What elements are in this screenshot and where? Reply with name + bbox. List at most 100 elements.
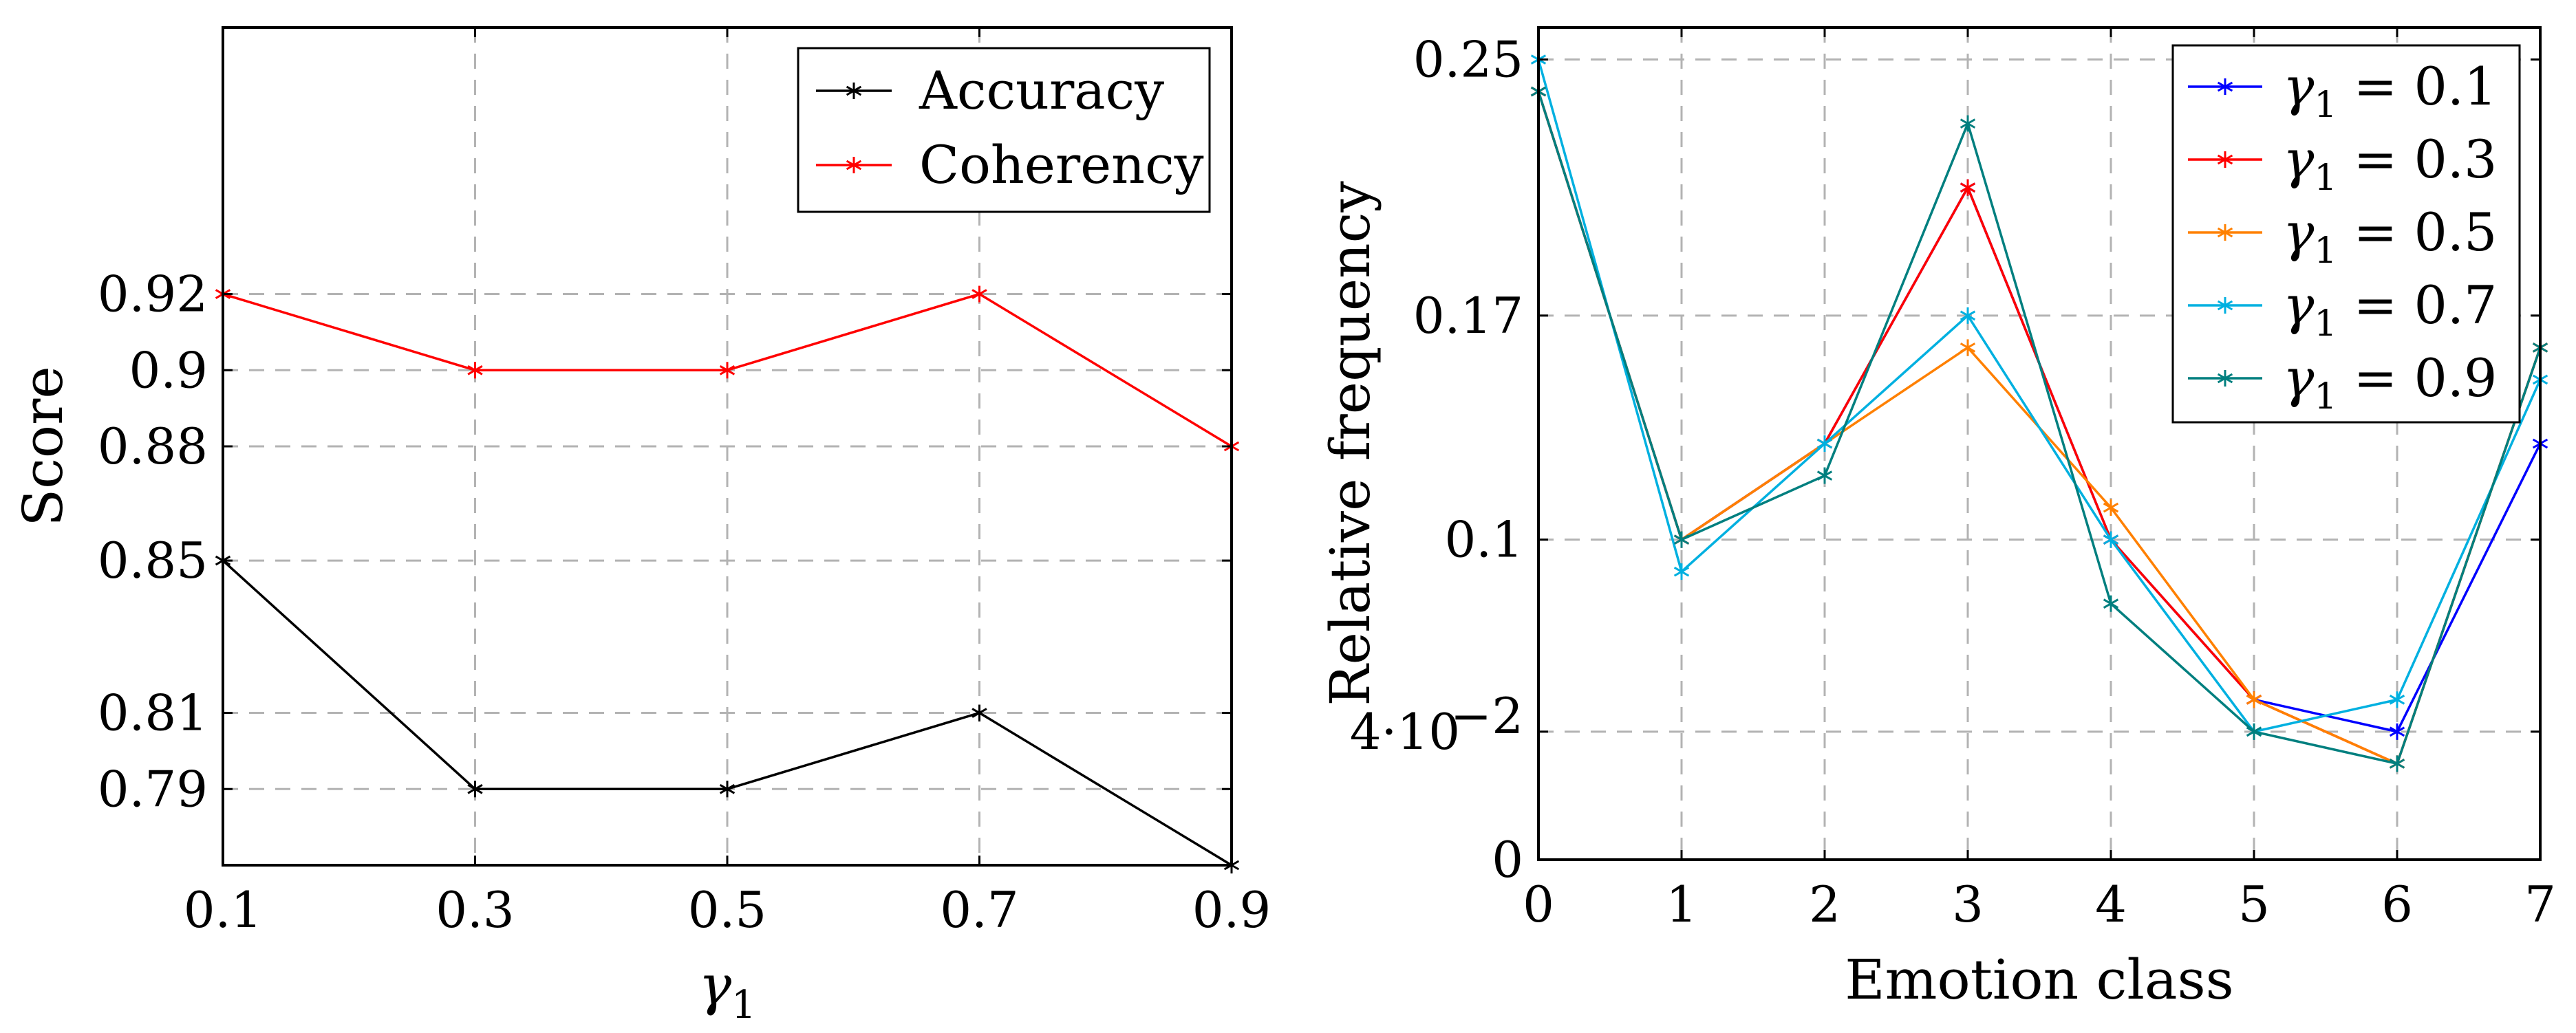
emotion-chart-tick-labels: 0 1 2 3 4 5 6 7 0 4·10−2 0.1 0.17 0.25	[1350, 31, 2556, 933]
c2-series-3	[1530, 51, 2548, 740]
c1-data-point	[467, 362, 483, 379]
legend-swatch-marker	[846, 83, 862, 99]
c1-data-point	[972, 285, 987, 303]
legend-box	[2171, 44, 2521, 424]
score-chart-tick-labels: 0.1 0.3 0.5 0.7 0.9 0.79 0.81 0.85 0.88 0.9 0.92	[98, 265, 1271, 939]
c1-xtick-label: 0.5	[688, 881, 767, 939]
legend-subscript: 1	[2314, 303, 2337, 345]
c2-data-point	[2389, 723, 2405, 740]
c1-xtick-label: 0.3	[436, 881, 515, 939]
emotion-chart-x-axis-label: Emotion class	[1845, 948, 2233, 1012]
c1-xtick-label: 0.1	[184, 881, 263, 939]
c2-xtick-label: 2	[1809, 876, 1840, 933]
c1-ytick-label: 0.92	[98, 265, 208, 323]
c2-xtick-label: 5	[2238, 876, 2270, 933]
legend-entry: γ1 = 0.1	[2188, 56, 2497, 126]
emotion-chart-legend: γ1 = 0.1γ1 = 0.3γ1 = 0.5γ1 = 0.7γ1 = 0.9	[2171, 44, 2521, 424]
c1-data-point	[467, 781, 483, 798]
c2-data-point	[1816, 435, 1833, 452]
legend-value: = 0.7	[2337, 274, 2498, 336]
c1-xtick-label: 0.7	[940, 881, 1019, 939]
score-chart-series	[215, 285, 1240, 873]
legend-value: = 0.9	[2337, 347, 2498, 409]
c2-xtick-label: 0	[1523, 876, 1554, 933]
c2-ytick-label: 0.17	[1413, 287, 1523, 345]
c2-data-point	[2389, 755, 2405, 772]
c2-data-point	[1960, 339, 1976, 356]
c2-series-line	[1537, 91, 2542, 765]
legend-gamma: γ	[2283, 202, 2315, 263]
c2-ytick-label: 0.25	[1413, 31, 1523, 89]
emotion-frequency-chart: 0 1 2 3 4 5 6 7 0 4·10−2 0.1 0.17 0.25 Emotion class…	[1318, 26, 2556, 1012]
c1-ytick-label: 0.79	[98, 760, 208, 818]
legend-entry: γ1 = 0.7	[2188, 274, 2497, 345]
gamma-subscript: 1	[731, 983, 756, 1027]
c1-series-0	[215, 552, 1240, 873]
c2-data-point	[1960, 115, 1976, 132]
legend-label: Accuracy	[919, 60, 1164, 121]
c2-data-point	[1673, 563, 1690, 580]
c1-data-point	[972, 704, 987, 721]
legend-subscript: 1	[2314, 157, 2337, 199]
legend-value: = 0.1	[2337, 56, 2498, 117]
legend-label: Coherency	[919, 134, 1204, 195]
legend-value: = 0.3	[2337, 129, 2498, 190]
score-chart-legend: Accuracy Coherency	[797, 47, 1211, 213]
c2-data-point	[2389, 691, 2405, 708]
legend-label: γ1 = 0.3	[2283, 129, 2497, 199]
c2-data-point	[1960, 307, 1976, 324]
score-chart-x-axis-label: γ1	[698, 953, 755, 1027]
legend-gamma: γ	[2283, 274, 2315, 336]
legend-entry: γ1 = 0.9	[2188, 347, 2497, 417]
score-chart-y-axis-label: Score	[11, 366, 75, 526]
c2-ytick-exponent: −2	[1450, 687, 1523, 745]
legend-gamma: γ	[2283, 129, 2315, 190]
c2-data-point	[1960, 179, 1976, 196]
c1-ytick-label: 0.88	[98, 417, 208, 475]
c2-data-point	[1673, 531, 1690, 548]
c2-xtick-label: 4	[2095, 876, 2127, 933]
c2-data-point	[1816, 467, 1833, 484]
c1-ytick-label: 0.85	[98, 532, 208, 589]
emotion-chart-y-axis-label: Relative frequency	[1318, 181, 1382, 706]
c2-xtick-label: 3	[1952, 876, 1984, 933]
c2-xtick-label: 1	[1666, 876, 1697, 933]
legend-swatch-marker	[2217, 297, 2233, 314]
legend-label: γ1 = 0.1	[2283, 56, 2497, 126]
c1-data-point	[719, 781, 736, 798]
c2-xtick-label: 7	[2524, 876, 2556, 933]
legend-label: γ1 = 0.5	[2283, 202, 2497, 272]
legend-swatch-marker	[2217, 224, 2233, 241]
legend-subscript: 1	[2314, 85, 2337, 126]
emotion-chart-grid	[1538, 28, 2540, 860]
legend-swatch-marker	[2217, 78, 2233, 95]
c2-ytick-label: 0	[1492, 831, 1523, 889]
legend-swatch-marker	[2217, 370, 2233, 387]
c2-ytick-label: 0.1	[1444, 511, 1523, 569]
c2-data-point	[2103, 499, 2119, 516]
legend-entry: γ1 = 0.5	[2188, 202, 2497, 272]
gamma-symbol: γ	[698, 953, 731, 1017]
legend-box	[797, 47, 1211, 213]
score-chart: 0.1 0.3 0.5 0.7 0.9 0.79 0.81 0.85 0.88 0.9 0.92 γ…	[11, 26, 1271, 1027]
legend-value: = 0.5	[2337, 202, 2498, 263]
emotion-chart-ticks	[1537, 28, 2542, 861]
legend-gamma: γ	[2283, 56, 2315, 117]
c2-series-line	[1537, 59, 2542, 733]
legend-label: γ1 = 0.9	[2283, 347, 2497, 417]
emotion-chart-frame	[1537, 26, 2542, 861]
c1-ytick-label: 0.9	[129, 341, 208, 399]
legend-entry: Coherency	[816, 134, 1204, 195]
c2-data-point	[2103, 595, 2119, 612]
legend-entry: γ1 = 0.3	[2188, 129, 2497, 199]
c1-ytick-label: 0.81	[98, 684, 208, 742]
legend-swatch-marker	[2217, 151, 2233, 168]
legend-entry: Accuracy	[816, 60, 1164, 121]
c1-data-point	[719, 362, 736, 379]
score-chart-ticks	[222, 28, 1233, 865]
c2-xtick-label: 6	[2381, 876, 2413, 933]
legend-gamma: γ	[2283, 347, 2315, 409]
c1-xtick-label: 0.9	[1192, 881, 1271, 939]
c2-data-point	[2103, 531, 2119, 548]
